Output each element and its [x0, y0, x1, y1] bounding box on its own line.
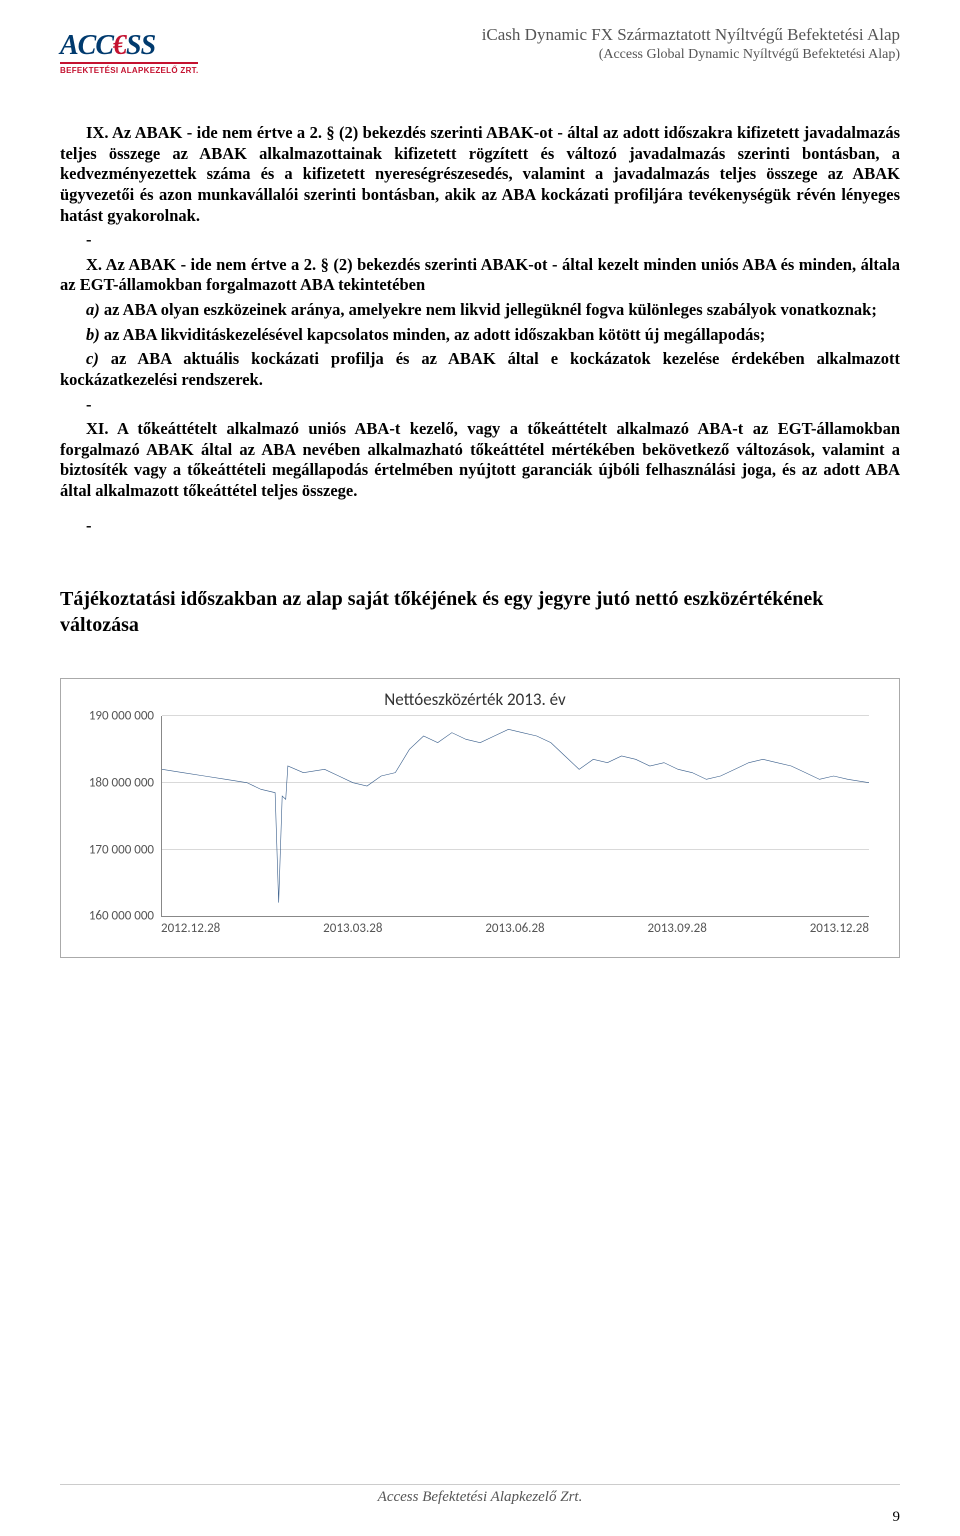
x-label: 2013.12.28 [810, 921, 869, 936]
dash-2: - [60, 395, 900, 416]
x-axis-labels: 2012.12.28 2013.03.28 2013.06.28 2013.09… [161, 921, 869, 936]
footer: Access Befektetési Alapkezelő Zrt. 9 [60, 1484, 900, 1506]
dash-1: - [60, 230, 900, 251]
y-label: 180 000 000 [70, 775, 154, 790]
logo-main: ACC€SS [60, 30, 198, 62]
footer-text: Access Befektetési Alapkezelő Zrt. [60, 1489, 900, 1506]
x-label: 2013.06.28 [485, 921, 544, 936]
page: ACC€SS BEFEKTETÉSI ALAPKEZELŐ ZRT. iCash… [0, 0, 960, 1536]
chart-box: Nettóeszközérték 2013. év 190 000 000 18… [60, 678, 900, 958]
x-label: 2013.09.28 [648, 921, 707, 936]
chart-title: Nettóeszközérték 2013. év [71, 689, 879, 710]
page-number: 9 [893, 1509, 901, 1526]
body-text: IX. Az ABAK - ide nem értve a 2. § (2) b… [60, 123, 900, 536]
logo: ACC€SS BEFEKTETÉSI ALAPKEZELŐ ZRT. [60, 30, 198, 75]
paragraph-x-c: c) az ABA aktuális kockázati profilja és… [60, 349, 900, 390]
section-heading: Tájékoztatási időszakban az alap saját t… [60, 586, 900, 638]
x-label: 2013.03.28 [323, 921, 382, 936]
paragraph-x-lead: X. Az ABAK - ide nem értve a 2. § (2) be… [60, 255, 900, 296]
chart-line-svg [162, 716, 869, 916]
y-label: 160 000 000 [70, 909, 154, 924]
chart-area: 190 000 000 180 000 000 170 000 000 160 … [161, 716, 869, 917]
dash-3: - [60, 516, 900, 537]
paragraph-ix: IX. Az ABAK - ide nem értve a 2. § (2) b… [60, 123, 900, 226]
paragraph-xi: XI. A tőkeáttételt alkalmazó uniós ABA-t… [60, 419, 900, 502]
paragraph-x-a: a) az ABA olyan eszközeinek aránya, amel… [60, 300, 900, 321]
y-label: 190 000 000 [70, 709, 154, 724]
logo-subtitle: BEFEKTETÉSI ALAPKEZELŐ ZRT. [60, 62, 198, 75]
x-label: 2012.12.28 [161, 921, 220, 936]
paragraph-x-b: b) az ABA likviditáskezelésével kapcsola… [60, 325, 900, 346]
y-label: 170 000 000 [70, 842, 154, 857]
